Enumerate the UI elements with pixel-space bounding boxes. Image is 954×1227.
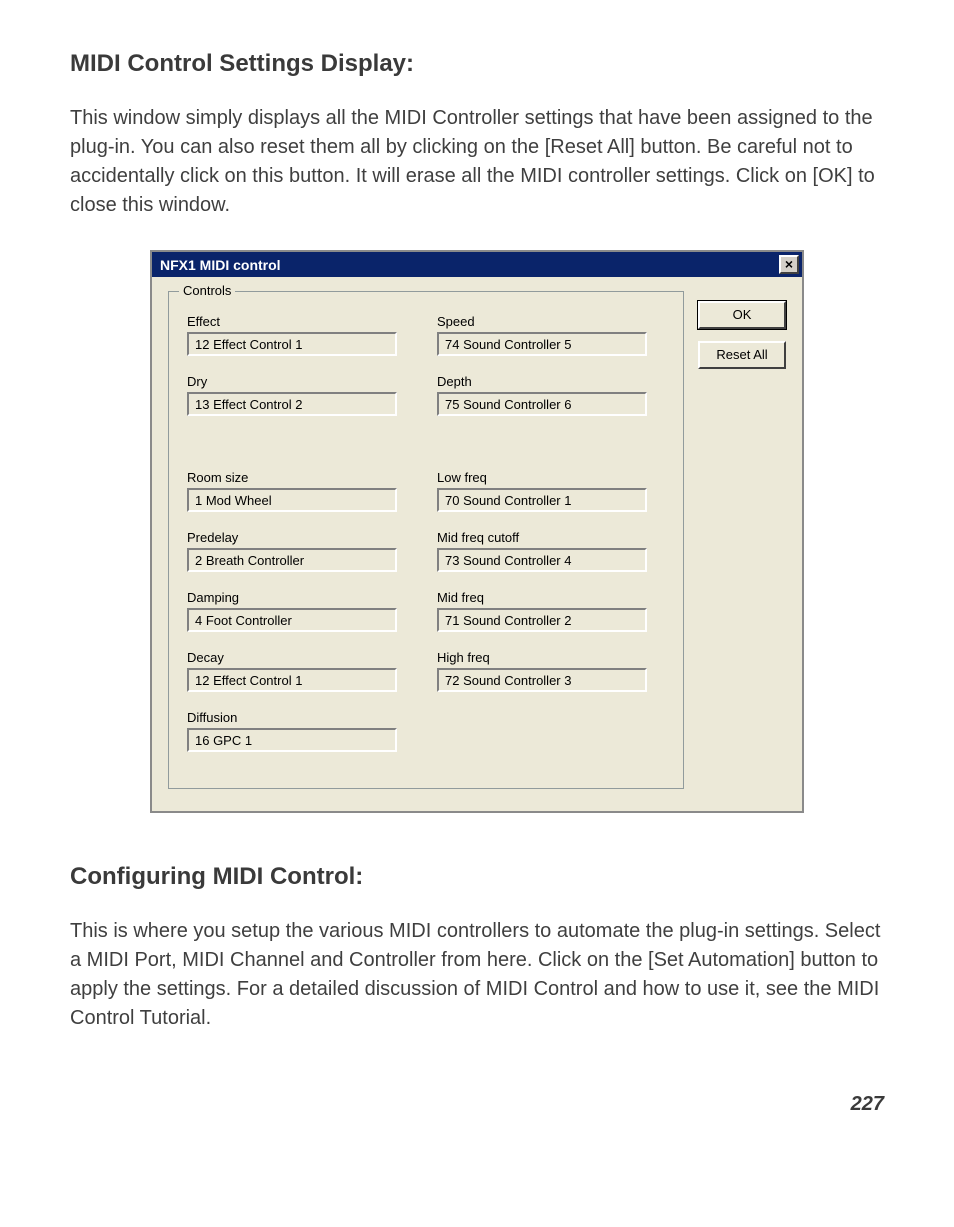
controls-groupbox: Controls Effect12 Effect Control 1Dry13 … [168, 291, 684, 789]
dialog-button-column: OK Reset All [698, 291, 786, 789]
close-button[interactable]: × [779, 255, 799, 274]
page-number: 227 [70, 1093, 884, 1116]
section-heading-midi-control-settings: MIDI Control Settings Display: [70, 50, 884, 78]
groupbox-legend: Controls [179, 283, 235, 298]
control-value-input[interactable]: 2 Breath Controller [187, 548, 397, 572]
control-field: Diffusion 16 GPC 1 [187, 710, 397, 752]
dialog-body: Controls Effect 12 Effect Control 1 Dry 13 … [152, 277, 802, 811]
control-label: Mid freq cutoff [437, 530, 647, 545]
control-value-input[interactable]: 74 Sound Controller 5 [437, 332, 647, 356]
control-label: Dry [187, 374, 397, 389]
control-field: Dry 13 Effect Control 2 [187, 374, 397, 416]
control-label: Predelay [187, 530, 397, 545]
control-field: Predelay 2 Breath Controller [187, 530, 397, 572]
control-label: Effect [187, 314, 397, 329]
control-label: Mid freq [437, 590, 647, 605]
control-label: Diffusion [187, 710, 397, 725]
control-field: Decay 12 Effect Control 1 [187, 650, 397, 692]
reset-all-button[interactable]: Reset All [698, 341, 786, 369]
dialog-titlebar: NFX1 MIDI control × [152, 252, 802, 277]
control-value-input[interactable]: 73 Sound Controller 4 [437, 548, 647, 572]
control-label: High freq [437, 650, 647, 665]
control-value-input[interactable]: 70 Sound Controller 1 [437, 488, 647, 512]
control-value-input[interactable]: 12 Effect Control 1 [187, 668, 397, 692]
nfx1-midi-control-dialog: NFX1 MIDI control × Controls Effect 12 Ef… [152, 252, 802, 811]
control-value-input[interactable]: 75 Sound Controller 6 [437, 392, 647, 416]
control-field: Damping 4 Foot Controller [187, 590, 397, 632]
dialog-screenshot-frame: NFX1 MIDI control × Controls Effect 12 Ef… [150, 250, 804, 813]
control-field: Speed 74 Sound Controller 5 [437, 314, 647, 356]
control-label: Low freq [437, 470, 647, 485]
control-field: Low freq 70 Sound Controller 1 [437, 470, 647, 512]
control-field: Mid freq 71 Sound Controller 2 [437, 590, 647, 632]
section-paragraph-1: This window simply displays all the MIDI… [70, 104, 884, 220]
section-paragraph-2: This is where you setup the various MIDI… [70, 917, 884, 1033]
control-label: Decay [187, 650, 397, 665]
controls-left-column: Effect 12 Effect Control 1 Dry 13 Effect Co… [187, 314, 397, 770]
controls-right-column: Speed 74 Sound Controller 5 Depth 75 Sound … [437, 314, 647, 770]
controls-grid: Effect 12 Effect Control 1 Dry 13 Effect Co… [187, 314, 665, 770]
control-value-input[interactable]: 12 Effect Control 1 [187, 332, 397, 356]
control-field: Mid freq cutoff 73 Sound Controller 4 [437, 530, 647, 572]
control-label: Depth [437, 374, 647, 389]
control-label: Room size [187, 470, 397, 485]
control-value-input[interactable]: 71 Sound Controller 2 [437, 608, 647, 632]
ok-button[interactable]: OK [698, 301, 786, 329]
dialog-title: NFX1 MIDI control [160, 257, 281, 273]
control-label: Damping [187, 590, 397, 605]
control-label: Speed [437, 314, 647, 329]
control-value-input[interactable]: 1 Mod Wheel [187, 488, 397, 512]
control-field: Room size 1 Mod Wheel [187, 470, 397, 512]
section-heading-configuring-midi-control: Configuring MIDI Control: [70, 863, 884, 891]
control-value-input[interactable]: 13 Effect Control 2 [187, 392, 397, 416]
control-value-input[interactable]: 72 Sound Controller 3 [437, 668, 647, 692]
control-field: Depth 75 Sound Controller 6 [437, 374, 647, 416]
control-value-input[interactable]: 4 Foot Controller [187, 608, 397, 632]
control-field: High freq 72 Sound Controller 3 [437, 650, 647, 692]
control-field: Effect 12 Effect Control 1 [187, 314, 397, 356]
control-value-input[interactable]: 16 GPC 1 [187, 728, 397, 752]
